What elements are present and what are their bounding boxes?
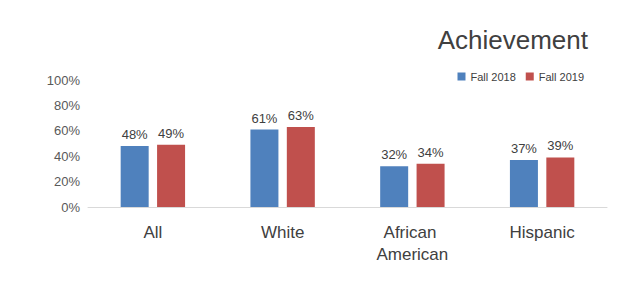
- svg-text:Fall 2019: Fall 2019: [539, 71, 584, 83]
- svg-text:Hispanic: Hispanic: [510, 223, 576, 242]
- svg-text:Achievement: Achievement: [438, 25, 589, 55]
- svg-text:Fall 2018: Fall 2018: [470, 71, 515, 83]
- svg-text:32%: 32%: [381, 147, 407, 162]
- svg-text:48%: 48%: [122, 127, 148, 142]
- svg-text:0%: 0%: [61, 200, 80, 215]
- svg-text:American: American: [376, 245, 448, 264]
- svg-text:34%: 34%: [418, 145, 444, 160]
- svg-text:80%: 80%: [54, 98, 80, 113]
- svg-text:100%: 100%: [47, 73, 81, 88]
- svg-text:40%: 40%: [54, 149, 80, 164]
- svg-text:African: African: [384, 223, 442, 242]
- svg-text:63%: 63%: [288, 108, 314, 123]
- svg-text:61%: 61%: [251, 111, 277, 126]
- svg-text:20%: 20%: [54, 174, 80, 189]
- svg-text:60%: 60%: [54, 123, 80, 138]
- svg-text:49%: 49%: [158, 126, 184, 141]
- svg-text:39%: 39%: [547, 138, 573, 153]
- svg-text:White: White: [261, 223, 304, 242]
- svg-text:37%: 37%: [511, 141, 537, 156]
- svg-text:All: All: [143, 223, 162, 242]
